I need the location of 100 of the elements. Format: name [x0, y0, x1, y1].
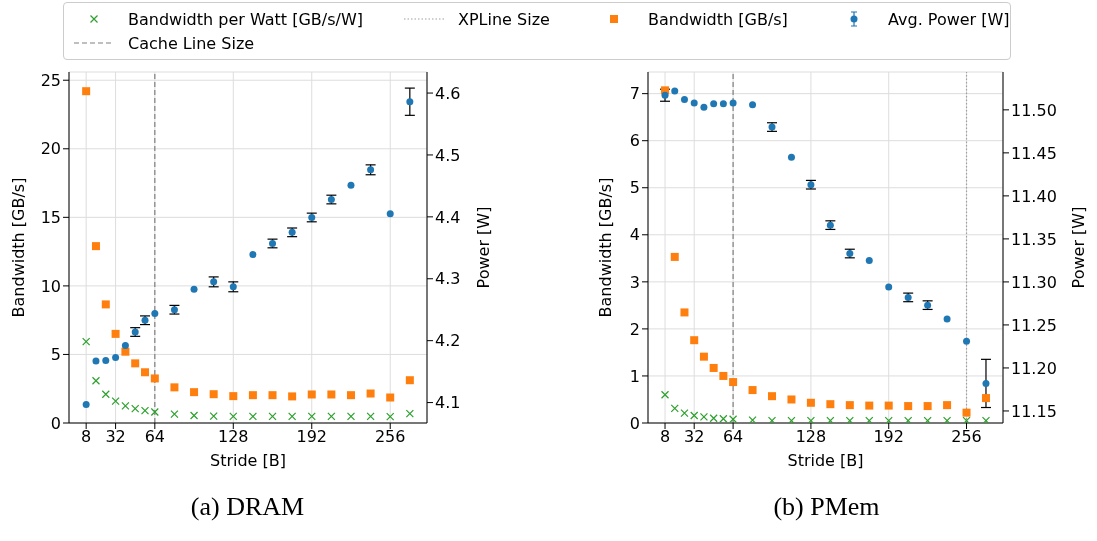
text: (b) PMem	[772, 492, 881, 522]
point	[943, 401, 952, 410]
y2-tick-label: 11.30	[1011, 272, 1057, 292]
point	[91, 242, 100, 251]
point	[729, 378, 738, 387]
y2-tick-label: 11.20	[1011, 358, 1057, 378]
x-tick-label: 192	[873, 427, 904, 447]
y2-tick-label: 11.35	[1011, 229, 1057, 249]
text: (a) DRAM	[189, 492, 306, 522]
x-tick-label: 256	[951, 427, 982, 447]
point	[347, 181, 355, 189]
point	[719, 100, 727, 108]
point	[406, 98, 414, 106]
point	[366, 389, 375, 398]
point	[787, 153, 795, 161]
point	[845, 416, 854, 423]
point	[209, 390, 218, 399]
y2-tick-label: 4.1	[435, 393, 461, 413]
y-tick-label: 25	[40, 70, 61, 90]
point	[982, 379, 990, 387]
x-tick-label: 192	[296, 427, 328, 447]
point	[82, 87, 91, 96]
y2-tick-label: 4.6	[435, 83, 461, 103]
y-tick-label: 2	[629, 319, 640, 339]
y-tick-label: 7	[629, 84, 640, 104]
point	[865, 256, 873, 264]
y-tick-label: 4	[629, 225, 640, 245]
point	[826, 400, 835, 409]
point	[307, 390, 316, 399]
y-tick-label: 20	[40, 139, 61, 159]
point	[962, 408, 971, 417]
point	[806, 398, 815, 407]
point	[268, 391, 277, 400]
point	[885, 283, 893, 291]
x-tick-label: 8	[81, 427, 92, 447]
point	[787, 395, 796, 404]
point	[981, 394, 990, 403]
point	[386, 210, 394, 218]
point	[405, 409, 414, 418]
x-tick-label: 64	[144, 427, 165, 447]
point	[121, 342, 129, 350]
point	[288, 412, 297, 421]
point	[249, 251, 257, 259]
point	[82, 337, 91, 346]
point	[229, 412, 238, 421]
x-tick-label: 32	[105, 427, 126, 447]
point	[229, 392, 238, 401]
point	[904, 416, 913, 423]
point	[150, 374, 159, 383]
point	[719, 371, 728, 380]
point	[170, 383, 179, 392]
point	[680, 308, 689, 317]
point	[981, 416, 991, 423]
point	[963, 337, 971, 345]
legend-label: Bandwidth per Watt [GB/s/W]	[128, 9, 363, 29]
point	[268, 412, 277, 421]
point	[768, 392, 777, 401]
point	[710, 100, 718, 108]
point	[670, 252, 679, 261]
y-axis-title: Bandwidth [GB/s]	[595, 177, 615, 318]
point	[680, 409, 689, 418]
point	[923, 402, 932, 411]
y-tick-label: 15	[40, 208, 61, 228]
x-axis-title: Stride [B]	[787, 451, 864, 470]
point	[923, 416, 932, 423]
point	[680, 96, 688, 104]
point	[189, 411, 199, 420]
point	[190, 388, 199, 397]
x-tick-label: 128	[795, 427, 827, 447]
x-tick-label: 32	[684, 427, 705, 447]
point	[690, 336, 699, 345]
y2-tick-label: 11.50	[1011, 100, 1057, 120]
point	[806, 416, 816, 423]
y2-axis-title: Power [W]	[1068, 206, 1088, 289]
point	[865, 416, 874, 423]
y-tick-label: 3	[629, 272, 640, 292]
point	[102, 356, 110, 364]
point	[405, 376, 414, 385]
point	[190, 285, 198, 293]
point	[346, 391, 355, 400]
point	[141, 368, 150, 377]
point	[101, 300, 110, 309]
x-tick-label: 8	[659, 427, 671, 447]
point	[699, 352, 708, 361]
y-tick-label: 10	[40, 276, 61, 296]
x-tick-label: 256	[374, 427, 406, 447]
point	[962, 416, 971, 423]
point	[121, 347, 130, 356]
point	[112, 353, 120, 361]
point	[690, 99, 698, 107]
point	[91, 376, 101, 385]
point	[671, 87, 679, 95]
point	[904, 402, 913, 411]
point	[884, 401, 893, 410]
y2-tick-label: 4.4	[435, 207, 461, 227]
point	[884, 416, 893, 423]
point	[826, 416, 835, 423]
point	[700, 103, 708, 111]
point	[748, 386, 757, 395]
point	[248, 391, 257, 400]
